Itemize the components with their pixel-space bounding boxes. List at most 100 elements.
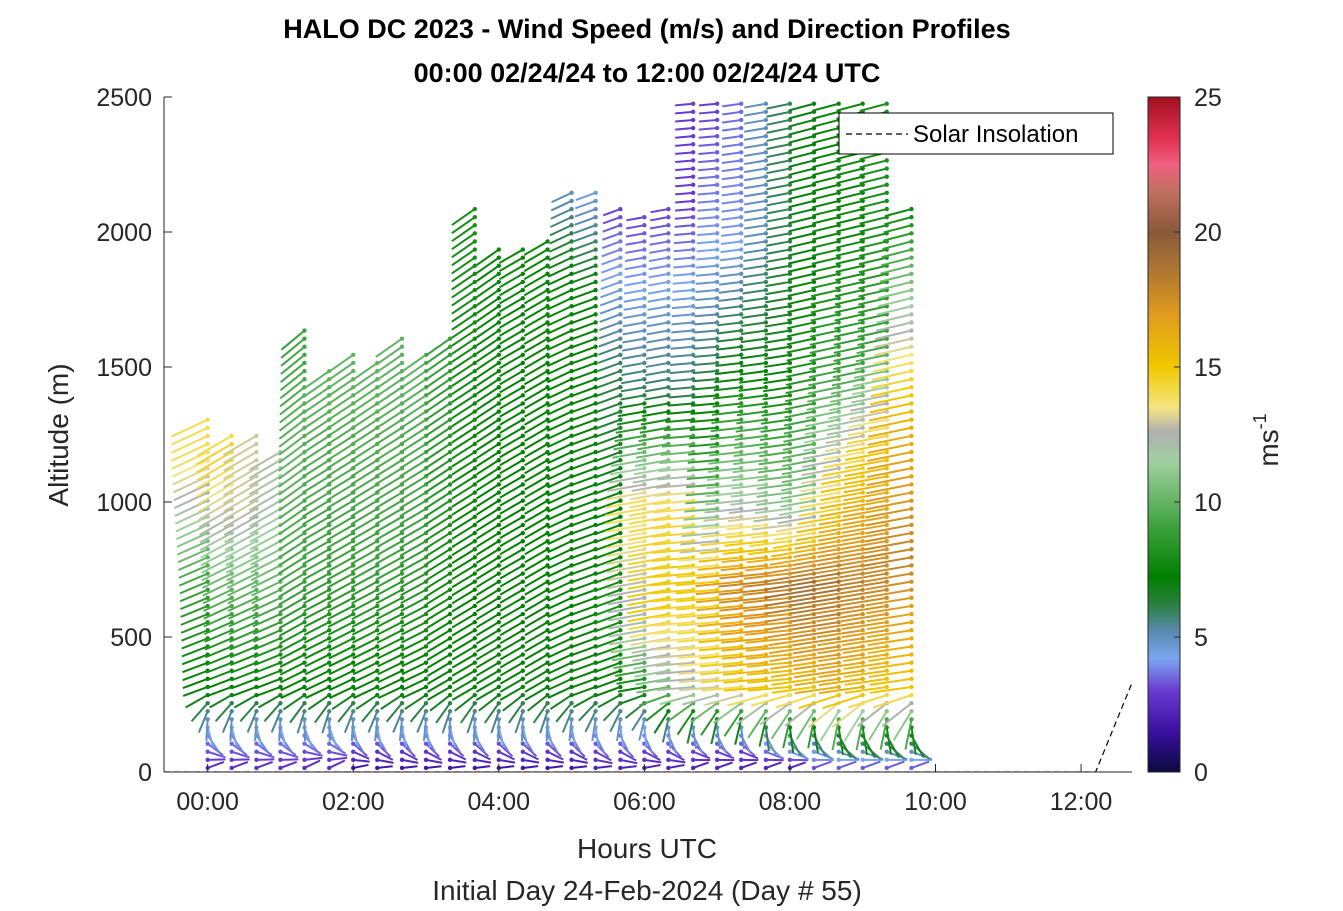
wind-barb-shaft [770, 710, 791, 740]
wind-barb-shaft [867, 442, 912, 454]
wind-barb-dot [690, 304, 696, 309]
wind-barb-dot [811, 555, 817, 560]
wind-barb-shaft [180, 621, 209, 634]
wind-barb-shaft [282, 694, 306, 711]
wind-barb-shaft [523, 329, 549, 345]
wind-barb-shaft [892, 710, 913, 741]
wind-barb-dot [738, 150, 744, 155]
wind-barb-shaft [475, 532, 500, 548]
wind-barb-dot [569, 198, 574, 204]
wind-barb-dot [787, 433, 793, 439]
wind-barb-shaft [598, 337, 621, 348]
wind-barb-dot [302, 376, 307, 382]
wind-barb-shaft [425, 727, 432, 748]
wind-barb-dot [472, 498, 477, 503]
wind-barb-dot [229, 709, 234, 714]
wind-barb-shaft [596, 410, 621, 421]
wind-barb-dot [738, 506, 744, 511]
wind-barb-shaft [604, 499, 645, 509]
wind-barb-shaft [524, 467, 549, 483]
wind-barb-shaft [223, 459, 257, 481]
wind-barb-dot [496, 247, 501, 252]
wind-barb-shaft [750, 532, 791, 539]
wind-barb-dot [738, 482, 744, 487]
wind-barb-dot [909, 457, 914, 463]
wind-barb-shaft [375, 499, 403, 517]
solar-insolation-line [164, 682, 1132, 772]
wind-barb-shaft [616, 418, 645, 426]
wind-barb-shaft [547, 686, 573, 699]
wind-barb-shaft [350, 491, 378, 510]
wind-barb-shaft [302, 515, 330, 534]
wind-barb-dot [763, 636, 769, 641]
wind-barb-dot [860, 757, 865, 763]
wind-barb-dot [618, 636, 623, 641]
wind-barb-shaft [499, 281, 524, 297]
wind-barb-shaft [302, 475, 330, 494]
wind-barb-dot [811, 506, 817, 511]
wind-barb-shaft [524, 564, 549, 580]
wind-barb-shaft [721, 199, 742, 205]
wind-barb-shaft [612, 451, 645, 459]
wind-barb-shaft [672, 272, 694, 277]
wind-barb-dot [884, 368, 889, 374]
wind-barb-dot [593, 206, 598, 212]
wind-barb-shaft [740, 750, 759, 760]
wind-barb-dot [836, 376, 841, 382]
wind-barb-shaft [716, 337, 742, 343]
wind-barb-shaft [626, 604, 669, 615]
wind-barb-dot [787, 757, 793, 763]
wind-barb-dot [714, 538, 720, 544]
wind-barb-shaft [655, 661, 694, 667]
wind-barb-dot [520, 441, 526, 447]
x-tick-label: 04:00 [468, 788, 531, 816]
wind-barb-shaft [375, 515, 403, 533]
wind-barb-shaft [734, 434, 767, 441]
wind-barb-dot [763, 133, 769, 139]
wind-barb-shaft [499, 629, 524, 645]
wind-barb-dot [520, 425, 526, 430]
wind-barb-dot [472, 595, 477, 601]
wind-barb-shaft [170, 434, 209, 454]
wind-barb-shaft [864, 556, 912, 567]
wind-barb-shaft [499, 605, 524, 620]
wind-barb-shaft [593, 613, 621, 625]
wind-barb-dot [787, 352, 793, 358]
wind-barb-shaft [248, 459, 281, 480]
wind-barb-shaft [670, 353, 694, 358]
wind-barb-shaft [839, 564, 887, 575]
wind-barb-shaft [302, 524, 330, 542]
wind-barb-shaft [570, 661, 596, 673]
wind-barb-dot [811, 644, 817, 649]
wind-barb-shaft [736, 410, 767, 417]
wind-barb-dot [642, 352, 647, 358]
wind-barb-shaft [739, 378, 767, 384]
wind-barb-dot [447, 611, 453, 617]
wind-barb-shaft [224, 540, 257, 559]
wind-barb-dot [787, 474, 793, 479]
wind-barb-dot [666, 223, 671, 228]
wind-barb-dot [909, 547, 914, 552]
wind-barb-dot [642, 304, 647, 309]
wind-barb-shaft [475, 588, 500, 605]
wind-barb-dot [399, 757, 405, 763]
wind-barb-shaft [720, 248, 742, 254]
wind-barb-shaft [548, 256, 573, 270]
wind-barb-shaft [653, 507, 694, 514]
wind-barb-shaft [645, 370, 669, 377]
wind-barb-shaft [353, 763, 369, 769]
wind-barb-shaft [701, 532, 742, 539]
wind-barb-dot [738, 676, 744, 682]
wind-barb-dot [472, 393, 477, 398]
wind-barb-shaft [765, 256, 791, 263]
wind-barb-dot [714, 571, 720, 576]
wind-barb-shaft [622, 337, 645, 344]
wind-barb-shaft [731, 475, 767, 482]
wind-barb-dot [496, 700, 501, 706]
wind-barb-shaft [743, 232, 767, 238]
wind-barb-shaft [575, 191, 596, 201]
wind-barb-shaft [833, 361, 863, 371]
wind-barb-shaft [524, 483, 549, 499]
wind-barb-dot [811, 522, 817, 528]
wind-barb-shaft [778, 507, 815, 516]
